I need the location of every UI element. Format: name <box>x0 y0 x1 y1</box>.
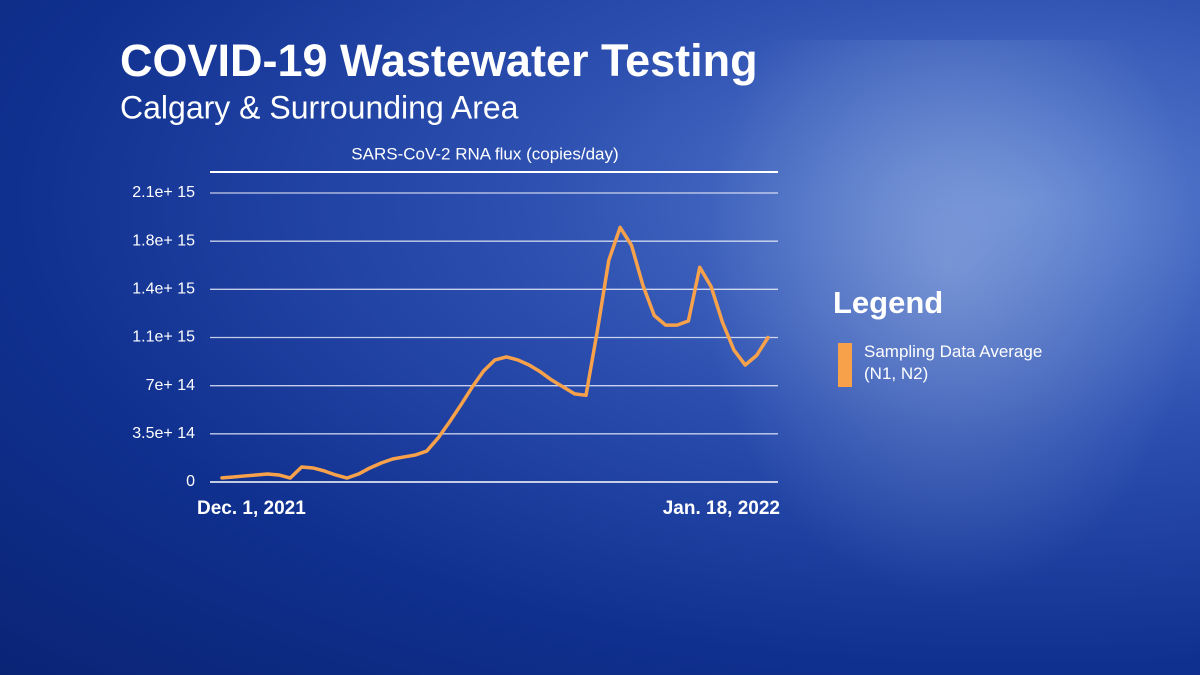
y-tick-label: 7e+ 14 <box>146 377 195 394</box>
x-tick-label: Dec. 1, 2021 <box>197 498 306 519</box>
legend-swatch <box>838 343 852 387</box>
y-axis-title: SARS-CoV-2 RNA flux (copies/day) <box>351 144 618 163</box>
y-tick-label: 1.8e+ 15 <box>132 232 195 249</box>
x-tick-label: Jan. 18, 2022 <box>663 498 780 519</box>
data-line <box>220 225 770 480</box>
legend-title: Legend <box>833 285 944 320</box>
chart-title: COVID-19 Wastewater Testing <box>120 35 758 86</box>
y-tick-label: 2.1e+ 15 <box>132 184 195 201</box>
background-glow <box>700 40 1200 600</box>
y-tick-label: 1.1e+ 15 <box>132 329 195 346</box>
y-tick-label: 3.5e+ 14 <box>132 425 195 442</box>
y-tick-label: 0 <box>186 473 195 490</box>
y-tick-label: 1.4e+ 15 <box>132 281 195 298</box>
chart-subtitle: Calgary & Surrounding Area <box>120 89 519 125</box>
legend: Legend Sampling Data Average (N1, N2) <box>833 285 1044 387</box>
legend-label: Sampling Data Average (N1, N2) <box>864 342 1043 383</box>
legend-item: Sampling Data Average (N1, N2) <box>833 341 1044 387</box>
